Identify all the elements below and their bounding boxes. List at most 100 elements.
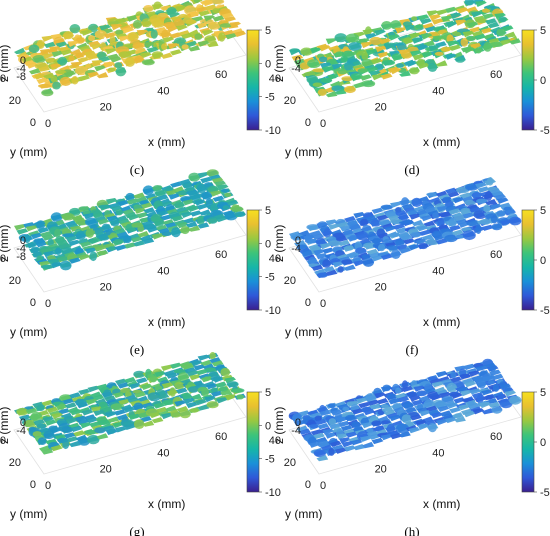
surface-facet	[115, 244, 127, 251]
surface-facet	[198, 10, 211, 17]
surface-facet	[438, 193, 451, 201]
surface-bump	[391, 53, 404, 60]
surface-bump	[378, 243, 386, 252]
surface-facet	[491, 373, 504, 380]
surface-bump	[381, 21, 393, 30]
surface-bump	[444, 234, 458, 243]
colorbar	[521, 29, 535, 131]
surface-facet	[135, 377, 148, 384]
surface-bump	[171, 227, 181, 238]
colorbar-tick-label: 5	[265, 25, 271, 37]
surface-bump	[220, 367, 230, 377]
surface-facet	[197, 404, 210, 411]
surface-facet	[351, 408, 364, 415]
surface-facet	[75, 251, 88, 259]
surface-bump	[342, 406, 350, 412]
surface-facet	[99, 24, 111, 31]
surface-facet	[161, 382, 174, 389]
colorbar	[521, 209, 535, 311]
surface-bump	[115, 29, 124, 35]
surface-facet	[499, 383, 511, 390]
surface-facet	[353, 212, 365, 219]
surface-facet	[117, 382, 130, 389]
surface-bump	[498, 16, 507, 23]
surface-bump	[88, 23, 99, 33]
surface-facet	[49, 46, 61, 53]
surface-facet	[436, 205, 449, 212]
surface-bump	[45, 57, 56, 63]
surface-facet	[66, 436, 79, 443]
surface-bump	[170, 411, 182, 418]
surface-bump	[471, 192, 482, 199]
surface-bump	[43, 430, 55, 440]
surface-facet	[463, 363, 476, 370]
surface-bump	[161, 231, 172, 236]
x-tick-label: 40	[157, 447, 169, 459]
surface-facet	[482, 13, 495, 20]
surface-bump	[482, 373, 495, 383]
surface-facet	[329, 423, 341, 430]
surface-bump	[97, 420, 111, 425]
surface-facet	[395, 27, 407, 34]
surface-bump	[50, 75, 58, 83]
surface-bump	[496, 28, 506, 37]
surface-bump	[85, 53, 99, 59]
surface-bump	[97, 51, 107, 59]
surface-facet	[187, 205, 200, 212]
surface-plot	[14, 352, 246, 455]
y-tick-label: 0	[30, 117, 36, 129]
surface-bump	[490, 41, 504, 48]
surface-facet	[294, 58, 306, 65]
surface-facet	[458, 404, 471, 411]
surface-facet	[427, 210, 440, 217]
surface-facet	[120, 221, 133, 228]
z-tick-label: 0	[295, 235, 301, 247]
surface-facet	[168, 193, 181, 200]
z-axis-label: z (mm)	[0, 407, 11, 444]
surface-facet	[470, 42, 482, 50]
surface-bump	[395, 238, 405, 247]
surface-bump	[453, 413, 462, 419]
surface-facet	[365, 49, 378, 56]
surface-bump	[477, 379, 486, 389]
surface-facet	[155, 224, 168, 232]
surface-bump	[483, 204, 491, 214]
x-tick-label: 60	[490, 249, 502, 261]
surface-facet	[472, 408, 485, 415]
surface-bump	[464, 0, 475, 6]
surface-bump	[62, 439, 70, 450]
surface-facet	[445, 6, 457, 13]
y-tick-label: 20	[9, 457, 21, 469]
surface-bump	[300, 47, 313, 56]
surface-bump	[61, 213, 75, 221]
surface-bump	[412, 37, 423, 42]
z-tick-label: 0	[295, 417, 301, 429]
surface-bump	[432, 212, 440, 219]
surface-facet	[371, 255, 384, 262]
surface-facet	[113, 391, 125, 398]
surface-facet	[405, 60, 418, 67]
surface-facet	[477, 186, 490, 193]
surface-bump	[316, 272, 328, 278]
surface-facet	[216, 184, 229, 191]
surface-bump	[231, 206, 244, 212]
surface-facet	[399, 247, 411, 254]
surface-facet	[368, 235, 380, 242]
surface-facet	[38, 65, 50, 72]
surface-facet	[449, 44, 461, 51]
surface-bump	[151, 51, 164, 58]
surface-bump	[363, 242, 377, 249]
surface-facet	[124, 242, 136, 249]
surface-bump	[391, 249, 401, 259]
surface-bump	[304, 238, 319, 244]
surface-facet	[104, 395, 116, 402]
surface-bump	[464, 199, 476, 206]
z-tick-label: 0	[20, 235, 26, 247]
surface-facet	[165, 372, 178, 379]
z-tick-label: -8	[16, 251, 26, 263]
surface-bump	[395, 387, 402, 394]
y-tick-label: 0	[30, 479, 36, 491]
z-tick-label: -4	[16, 425, 26, 437]
x-axis-label: x (mm)	[423, 135, 460, 149]
